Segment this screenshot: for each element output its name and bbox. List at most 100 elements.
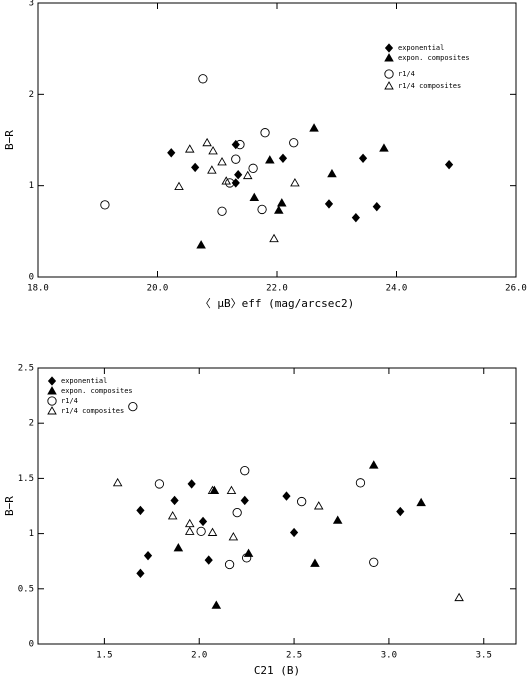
marker-triangle [112,477,123,487]
marker-diamond [187,479,196,489]
y-tick-label: 3 [29,0,34,9]
marker-circle [355,478,366,488]
marker-circle [198,74,208,84]
legend-marker [47,376,57,386]
marker-circle [224,559,235,570]
x-tick-label: 2.5 [286,651,302,661]
marker-triangle [310,558,320,567]
marker-circle [217,206,227,216]
legend-marker [384,81,394,90]
legend-label: exponential [61,377,107,385]
marker-triangle [290,178,300,187]
marker-triangle [208,146,218,155]
legend-label: r1/4 composites [61,407,124,415]
marker-triangle [173,543,184,552]
x-tick-label: 1.5 [96,651,112,661]
marker-diamond [282,491,291,501]
marker-diamond [289,527,299,538]
legend-marker [384,53,394,62]
marker-diamond [372,201,381,212]
marker-circle [196,526,206,537]
x-tick-label: 3.5 [476,651,492,661]
legend-label: expon. composites [61,387,133,395]
marker-diamond [444,159,454,170]
legend-label: r1/4 [398,70,415,78]
marker-triangle [184,144,195,153]
marker-diamond [234,170,243,180]
marker-triangle [207,165,217,174]
x-axis-label: C21 (B) [254,664,300,677]
legend-marker [47,406,57,415]
marker-triangle [167,511,178,520]
x-tick-label: 24.0 [386,284,408,294]
x-tick-label: 26.0 [505,284,527,294]
marker-diamond [278,153,288,163]
marker-triangle [313,501,324,510]
marker-triangle [368,460,379,469]
marker-triangle [454,592,464,602]
marker-triangle [332,515,343,524]
marker-triangle [265,155,275,164]
y-tick-label: 1 [29,529,34,539]
marker-triangle [379,143,389,152]
legend-marker [47,396,57,406]
x-tick-label: 2.0 [191,651,207,661]
marker-triangle [416,497,426,507]
marker-circle [225,178,235,188]
legend-label: expon. composites [398,54,470,62]
marker-circle [257,204,267,215]
legend-label: r1/4 [61,397,78,405]
x-tick-label: 22.0 [266,284,288,294]
marker-circle [100,200,110,210]
marker-triangle [196,240,206,249]
marker-triangle [184,526,195,535]
legend-label: exponential [398,44,444,52]
legend-marker [384,43,394,53]
y-tick-label: 2.5 [18,364,34,374]
marker-diamond [396,506,405,517]
marker-diamond [351,212,360,223]
marker-circle [369,557,379,567]
legend-label: r1/4 composites [398,82,461,90]
marker-circle [260,128,270,138]
marker-circle [289,138,299,148]
marker-diamond [143,550,153,561]
marker-triangle [226,485,237,494]
marker-triangle [202,137,212,147]
marker-diamond [167,148,176,158]
legend-marker [47,386,57,395]
marker-circle [242,553,252,563]
marker-triangle [327,168,337,178]
marker-circle [232,507,242,518]
x-tick-label: 20.0 [147,284,169,294]
y-tick-label: 1 [29,181,34,191]
y-tick-label: 0 [29,640,34,650]
marker-circle [297,496,307,507]
x-tick-label: 3.0 [381,651,397,661]
marker-circle [154,479,165,489]
marker-triangle [207,527,218,536]
marker-triangle [277,198,287,207]
legend-marker [384,69,394,79]
marker-diamond [198,516,208,527]
marker-diamond [358,153,368,163]
marker-circle [248,163,258,173]
marker-diamond [136,568,145,579]
marker-diamond [136,505,145,516]
marker-triangle [242,170,253,180]
marker-diamond [170,495,179,506]
marker-triangle [184,518,195,528]
marker-diamond [324,199,334,209]
marker-triangle [174,181,184,191]
marker-triangle [309,123,319,132]
y-tick-label: 1.5 [18,474,34,484]
marker-diamond [240,495,249,506]
marker-triangle [228,532,239,541]
marker-triangle [217,157,227,166]
y-tick-label: 0.5 [18,584,34,594]
marker-circle [235,139,245,150]
marker-triangle [221,176,231,185]
x-tick-label: 18.0 [27,284,49,294]
y-axis-label: B−R [3,130,16,150]
